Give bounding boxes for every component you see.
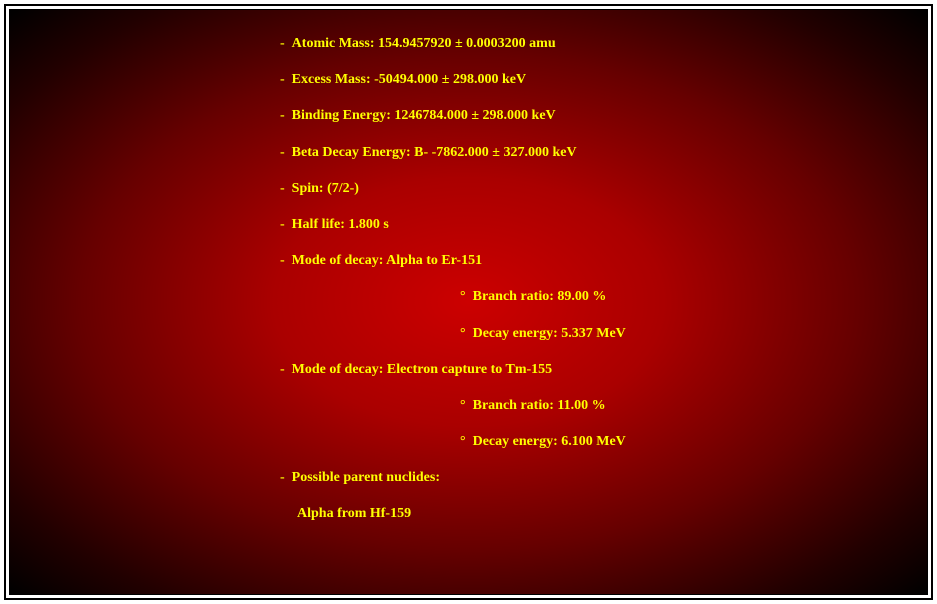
decay1-branch-line: Branch ratio: 89.00 % — [280, 288, 907, 306]
beta-decay-line: Beta Decay Energy: B- -7862.000 ± 327.00… — [280, 144, 907, 162]
parent-label-line: Possible parent nuclides: — [280, 469, 907, 487]
half-life-line: Half life: 1.800 s — [280, 216, 907, 234]
atomic-mass-line: Atomic Mass: 154.9457920 ± 0.0003200 amu — [280, 35, 907, 53]
decay2-energy-line: Decay energy: 6.100 MeV — [280, 433, 907, 451]
decay1-mode-line: Mode of decay: Alpha to Er-151 — [280, 252, 907, 270]
parent1-line: Alpha from Hf-159 — [280, 505, 907, 523]
decay1-energy-line: Decay energy: 5.337 MeV — [280, 325, 907, 343]
excess-mass-line: Excess Mass: -50494.000 ± 298.000 keV — [280, 71, 907, 89]
spin-line: Spin: (7/2-) — [280, 180, 907, 198]
binding-energy-line: Binding Energy: 1246784.000 ± 298.000 ke… — [280, 107, 907, 125]
inner-frame: Atomic Mass: 154.9457920 ± 0.0003200 amu… — [9, 9, 928, 595]
outer-frame: Atomic Mass: 154.9457920 ± 0.0003200 amu… — [4, 4, 933, 600]
decay2-branch-line: Branch ratio: 11.00 % — [280, 397, 907, 415]
decay2-mode-line: Mode of decay: Electron capture to Tm-15… — [280, 361, 907, 379]
